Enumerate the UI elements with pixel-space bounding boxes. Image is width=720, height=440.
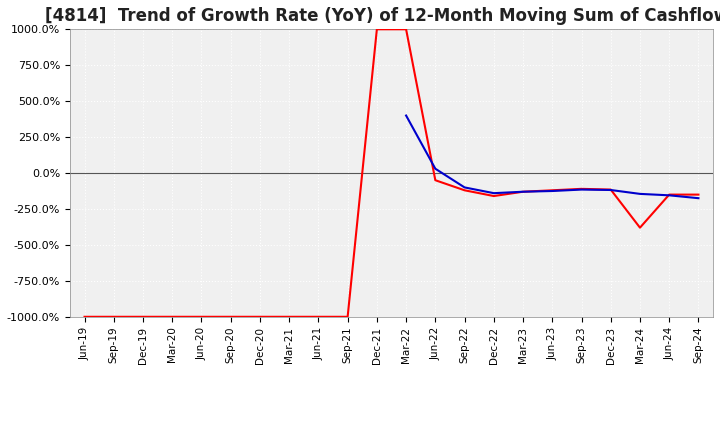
Title: [4814]  Trend of Growth Rate (YoY) of 12-Month Moving Sum of Cashflows: [4814] Trend of Growth Rate (YoY) of 12-… bbox=[45, 7, 720, 25]
